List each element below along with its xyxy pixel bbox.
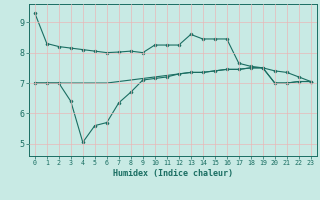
X-axis label: Humidex (Indice chaleur): Humidex (Indice chaleur) xyxy=(113,169,233,178)
